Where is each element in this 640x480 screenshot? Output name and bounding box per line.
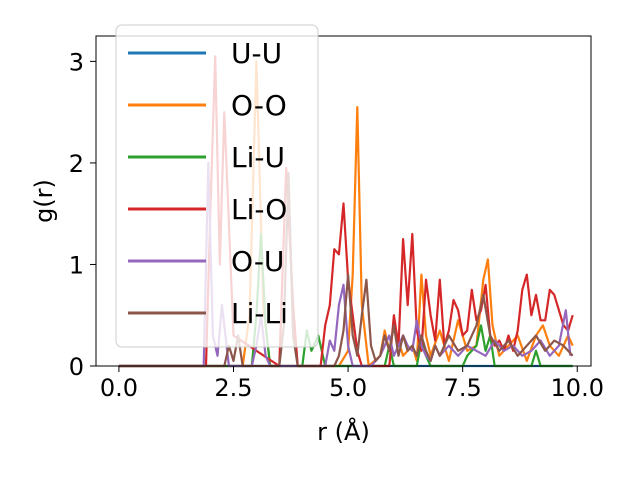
legend-label-u-u: U-U: [231, 37, 282, 70]
x-axis-ticks: 0.0 2.5 5.0 7.5 10.0: [100, 366, 604, 402]
y-tick-label: 0: [69, 353, 84, 381]
x-tick-label: 2.5: [214, 374, 252, 402]
legend-label-o-u: O-U: [231, 245, 284, 278]
legend-label-o-o: O-O: [231, 89, 287, 122]
y-tick-label: 1: [69, 251, 84, 279]
y-axis-ticks: 0 1 2 3: [69, 48, 96, 381]
plot-frame: [95, 35, 592, 367]
y-axis-label: g(r): [30, 179, 58, 223]
x-tick-label: 5.0: [329, 374, 367, 402]
x-tick-label: 10.0: [551, 374, 604, 402]
x-tick-label: 7.5: [444, 374, 482, 402]
y-tick-label: 2: [69, 150, 84, 178]
legend-label-li-u: Li-U: [231, 141, 285, 174]
legend: U-U O-O Li-U Li-O O-U Li-Li: [115, 24, 319, 348]
legend-label-li-li: Li-Li: [231, 297, 288, 330]
y-tick-label: 3: [69, 48, 84, 76]
x-axis-label: r (Å): [317, 417, 370, 446]
x-tick-label: 0.0: [100, 374, 138, 402]
legend-label-li-o: Li-O: [231, 193, 287, 226]
